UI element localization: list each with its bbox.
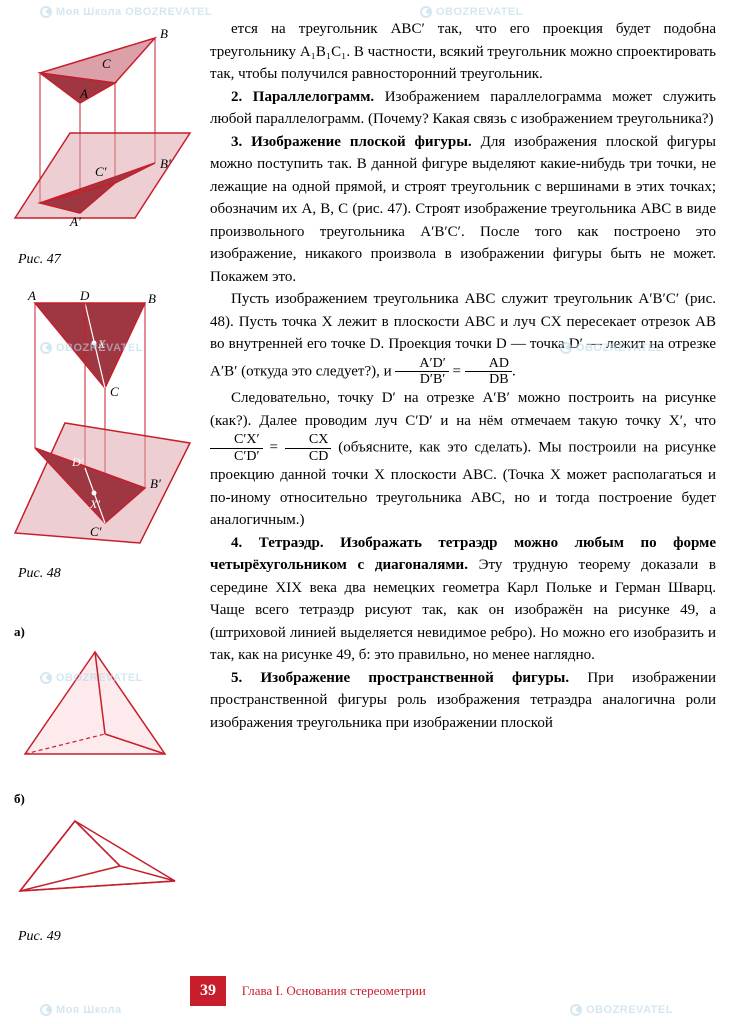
label-A1: A′ <box>69 214 81 229</box>
svg-text:X: X <box>97 337 106 351</box>
page-footer: 39 Глава I. Основания стереометрии <box>190 976 721 1006</box>
chapter-title: Глава I. Основания стереометрии <box>242 981 426 1001</box>
watermark: Моя Школа <box>40 1002 122 1019</box>
svg-text:C: C <box>110 384 119 399</box>
para-5: Следовательно, точку D′ на отрезке A′B′ … <box>210 387 716 531</box>
para-2: 2. Параллелограмм. Изображением параллел… <box>210 86 716 131</box>
figure-49b <box>10 811 200 919</box>
para-4: Пусть изображением треугольника ABC служ… <box>210 288 716 387</box>
figure-49a <box>10 644 200 782</box>
fraction-2: C′X′C′D′ <box>210 432 263 464</box>
figure-49-caption: Рис. 49 <box>18 926 200 947</box>
svg-text:X′: X′ <box>89 497 100 511</box>
svg-text:B′: B′ <box>150 476 161 491</box>
figure-48: A D B X C A′ D′ B′ X′ C′ <box>10 288 200 556</box>
label-C: C <box>102 56 111 71</box>
figure-49a-label: а) <box>14 622 200 642</box>
label-A: A <box>79 86 88 101</box>
label-C1: C′ <box>95 164 107 179</box>
page-number: 39 <box>190 976 226 1006</box>
svg-text:A: A <box>27 288 36 303</box>
svg-text:A′: A′ <box>37 432 48 446</box>
figure-49b-label: б) <box>14 789 200 809</box>
figure-47-caption: Рис. 47 <box>18 249 200 270</box>
page: Моя Школа OBOZREVATEL OBOZREVATEL OBOZRE… <box>0 0 751 1024</box>
text-column: ется на треугольник ABC′ так, что его пр… <box>210 18 721 734</box>
label-B: B <box>160 26 168 41</box>
svg-text:D: D <box>79 288 90 303</box>
fraction-1: A′D′D′B′ <box>395 356 448 388</box>
svg-text:B: B <box>148 291 156 306</box>
para-7: 5. Изображение пространственной фигуры. … <box>210 667 716 735</box>
figure-47: A B C A′ B′ C′ <box>10 18 200 241</box>
para-6: 4. Тетраэдр. Изображать тетраэдр можно л… <box>210 532 716 667</box>
left-column: A B C A′ B′ C′ Рис. 47 <box>0 18 200 965</box>
svg-text:C′: C′ <box>90 524 102 539</box>
label-B1: B′ <box>160 156 171 171</box>
para-3: 3. Изображение плоской фигуры. Для изобр… <box>210 131 716 289</box>
figure-48-caption: Рис. 48 <box>18 563 200 584</box>
svg-text:D′: D′ <box>71 455 84 469</box>
para-1: ется на треугольник ABC′ так, что его пр… <box>210 18 716 86</box>
